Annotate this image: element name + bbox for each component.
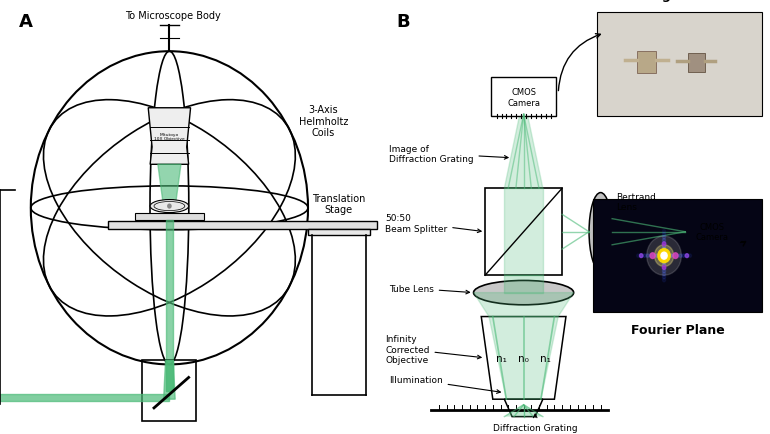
Circle shape bbox=[662, 251, 665, 254]
Circle shape bbox=[662, 261, 665, 264]
Circle shape bbox=[643, 254, 646, 258]
Circle shape bbox=[662, 230, 665, 233]
Text: B: B bbox=[397, 13, 410, 31]
Circle shape bbox=[661, 253, 667, 260]
Circle shape bbox=[646, 254, 649, 258]
Circle shape bbox=[659, 251, 668, 261]
FancyArrowPatch shape bbox=[741, 242, 745, 247]
Circle shape bbox=[662, 270, 665, 273]
FancyBboxPatch shape bbox=[308, 229, 370, 236]
Circle shape bbox=[640, 254, 643, 258]
Circle shape bbox=[637, 254, 640, 258]
Polygon shape bbox=[504, 405, 543, 417]
Circle shape bbox=[650, 253, 655, 259]
Circle shape bbox=[647, 237, 681, 276]
Text: n₁: n₁ bbox=[496, 353, 507, 363]
Circle shape bbox=[662, 245, 665, 248]
Polygon shape bbox=[481, 317, 566, 399]
Polygon shape bbox=[504, 189, 543, 276]
Text: n₁: n₁ bbox=[541, 353, 551, 363]
FancyBboxPatch shape bbox=[485, 189, 562, 276]
Circle shape bbox=[662, 248, 665, 251]
Text: Mitutoyo
10X Objective: Mitutoyo 10X Objective bbox=[154, 132, 185, 141]
FancyBboxPatch shape bbox=[597, 13, 762, 117]
Circle shape bbox=[659, 254, 662, 258]
Text: Infinity
Corrected
Objective: Infinity Corrected Objective bbox=[385, 335, 481, 364]
Circle shape bbox=[682, 254, 685, 258]
Text: 50:50
Beam Splitter: 50:50 Beam Splitter bbox=[385, 214, 481, 233]
Text: To Microscope Body: To Microscope Body bbox=[126, 11, 221, 21]
Circle shape bbox=[662, 276, 665, 279]
Circle shape bbox=[662, 242, 665, 245]
Circle shape bbox=[654, 245, 674, 267]
Circle shape bbox=[662, 233, 665, 237]
Circle shape bbox=[679, 254, 682, 258]
Circle shape bbox=[662, 258, 665, 261]
Circle shape bbox=[675, 254, 678, 258]
FancyBboxPatch shape bbox=[637, 52, 656, 74]
Circle shape bbox=[662, 236, 665, 240]
Polygon shape bbox=[166, 221, 173, 391]
FancyBboxPatch shape bbox=[688, 54, 705, 73]
Circle shape bbox=[658, 249, 670, 263]
Text: Image of
Diffraction Grating: Image of Diffraction Grating bbox=[389, 145, 508, 164]
Circle shape bbox=[662, 279, 665, 282]
Text: CMOS
Camera: CMOS Camera bbox=[696, 223, 728, 242]
Circle shape bbox=[672, 254, 675, 258]
Text: Bertrand
Lens: Bertrand Lens bbox=[616, 192, 656, 211]
Circle shape bbox=[652, 254, 655, 258]
Polygon shape bbox=[474, 293, 574, 317]
Circle shape bbox=[662, 267, 665, 270]
Circle shape bbox=[167, 204, 172, 209]
FancyBboxPatch shape bbox=[684, 210, 741, 254]
Circle shape bbox=[662, 243, 666, 246]
Polygon shape bbox=[489, 317, 558, 399]
Text: A: A bbox=[19, 13, 33, 31]
Circle shape bbox=[662, 264, 665, 267]
Circle shape bbox=[685, 254, 688, 258]
Text: Tube Lens: Tube Lens bbox=[389, 284, 470, 294]
Ellipse shape bbox=[589, 193, 612, 271]
Ellipse shape bbox=[474, 281, 574, 305]
Text: Illumination: Illumination bbox=[389, 375, 501, 394]
Circle shape bbox=[688, 254, 691, 258]
Circle shape bbox=[662, 273, 665, 276]
Text: Image Plane: Image Plane bbox=[636, 0, 723, 2]
Polygon shape bbox=[504, 399, 543, 417]
FancyBboxPatch shape bbox=[491, 78, 556, 117]
FancyBboxPatch shape bbox=[108, 221, 377, 229]
Ellipse shape bbox=[150, 200, 189, 213]
FancyBboxPatch shape bbox=[135, 213, 204, 221]
Circle shape bbox=[639, 254, 643, 258]
Circle shape bbox=[662, 239, 665, 243]
Circle shape bbox=[666, 254, 669, 258]
Polygon shape bbox=[504, 276, 543, 293]
FancyArrowPatch shape bbox=[558, 35, 601, 92]
Circle shape bbox=[656, 254, 659, 258]
Text: Diffraction Grating: Diffraction Grating bbox=[493, 414, 578, 432]
Circle shape bbox=[661, 253, 667, 259]
Circle shape bbox=[669, 254, 672, 258]
Polygon shape bbox=[163, 360, 176, 399]
Polygon shape bbox=[504, 115, 543, 189]
Text: n₀: n₀ bbox=[518, 353, 529, 363]
Circle shape bbox=[685, 254, 688, 258]
Text: Translation
Stage: Translation Stage bbox=[312, 193, 366, 215]
Text: CMOS
Camera: CMOS Camera bbox=[507, 88, 540, 107]
Polygon shape bbox=[166, 360, 173, 391]
FancyBboxPatch shape bbox=[593, 200, 762, 312]
Polygon shape bbox=[0, 394, 169, 401]
Circle shape bbox=[673, 253, 678, 259]
Circle shape bbox=[662, 266, 666, 270]
Polygon shape bbox=[148, 108, 191, 165]
Text: 3-Axis
Helmholtz
Coils: 3-Axis Helmholtz Coils bbox=[299, 105, 348, 138]
Text: Fourier Plane: Fourier Plane bbox=[631, 323, 725, 336]
Polygon shape bbox=[158, 165, 181, 215]
Circle shape bbox=[649, 254, 652, 258]
